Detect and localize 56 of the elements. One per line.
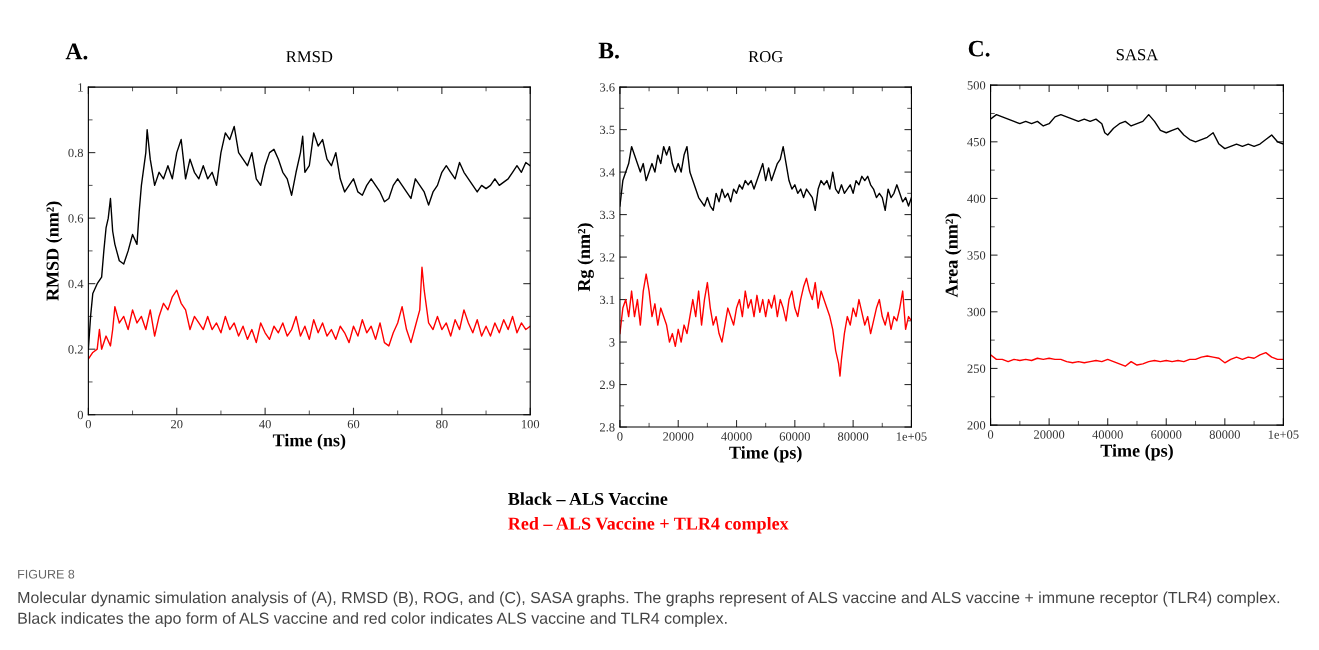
x-tick-label: 80000 [1209,430,1240,439]
text: Black – ALS Vaccine [508,492,668,506]
x-tick-label: 1e+05 [896,432,927,441]
x-tick-label: 80000 [837,432,869,441]
text: C. [968,40,990,57]
x-tick-label: 80 [436,419,448,429]
y-tick-label: 3.3 [600,210,615,220]
x-axis-title: Time (ps) [729,446,802,463]
caption: FIGURE 8 [18,569,75,579]
x-tick-label: 40000 [721,432,752,441]
y-tick-label: 500 [967,81,986,90]
y-tick-label: 3.1 [600,295,615,305]
y-tick-label: 0.8 [68,148,84,158]
text: A. [65,43,88,60]
text: Molecular dynamic simulation analysis of (A), RMSD (B), ROG, and (C), SASA graphs. The graphs represent of ALS vaccine and ALS vaccine + immune receptor (TLR4) complex. Black indicates the apo form of ALS vaccine and red color indicates ALS vaccine and TLR4 complex. [18,591,1280,628]
text: B. [598,42,619,59]
x-tick-label: 0 [85,419,92,429]
y-tick-label: 2.9 [599,380,615,390]
y-tick-label: 300 [967,307,986,317]
y-tick-label: 0.6 [68,214,84,223]
y-tick-label: 3.2 [600,253,615,262]
x-tick-label: 0 [617,432,623,441]
y-tick-label: 250 [967,364,986,373]
y-tick-label: 450 [967,137,986,147]
x-tick-label: 40 [259,419,271,429]
y-tick-label: 3.5 [600,125,615,135]
y-tick-label: 350 [967,251,986,260]
y-tick-label: 3.6 [600,83,615,92]
chart-title: RMSD [286,51,333,63]
y-tick-label: 1 [78,83,83,92]
y-tick-label: 0 [77,410,84,420]
x-tick-label: 60 [347,419,360,429]
x-tick-label: 60000 [779,432,810,441]
x-axis-title: Time (ps) [1100,444,1173,461]
x-tick-label: 20 [171,419,183,429]
y-tick-label: 3 [609,338,615,347]
x-tick-label: 100 [521,419,540,429]
chart-title: ROG [748,51,783,63]
y-tick-label: 2.8 [599,423,615,432]
x-tick-label: 0 [987,430,994,439]
y-tick-label: 0.4 [68,279,84,289]
x-tick-label: 60000 [1151,430,1182,439]
x-tick-label: 20000 [663,432,694,441]
y-axis-title: RMSD (nm²) [45,201,63,301]
y-tick-label: 200 [967,421,986,430]
y-axis-title: Rg (nm²) [577,223,594,292]
y-axis-title: Area (nm²) [945,213,962,298]
x-tick-label: 40000 [1092,430,1123,439]
x-tick-label: 1e+05 [1268,430,1299,439]
x-axis-title: Time (ns) [272,433,346,451]
y-tick-label: 400 [967,194,986,203]
text: Red – ALS Vaccine + TLR4 complex [508,517,789,534]
y-tick-label: 3.4 [600,168,615,177]
chart-title: SASA [1116,49,1159,61]
x-tick-label: 20000 [1034,430,1065,439]
y-tick-label: 0.2 [68,345,83,354]
